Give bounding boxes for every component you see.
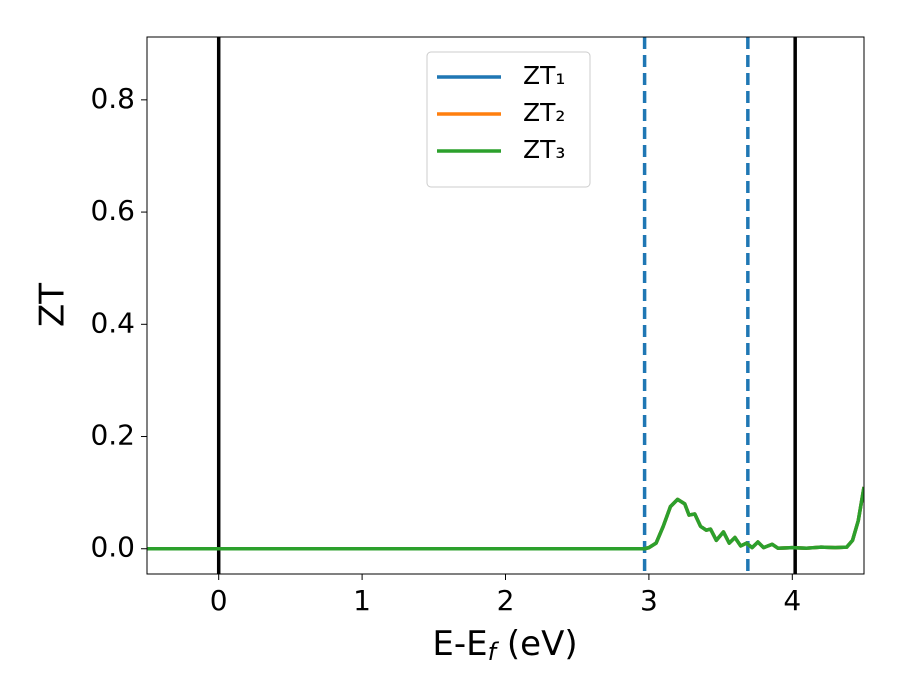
x-tick-label: 2	[497, 584, 515, 617]
legend-label: ZT₂	[523, 98, 565, 127]
series-line	[147, 486, 864, 551]
y-axis-label: ZT	[33, 283, 73, 327]
y-tick-label: 0.6	[90, 194, 135, 227]
legend-label: ZT₃	[523, 135, 565, 164]
y-tick-label: 0.2	[90, 419, 135, 452]
plot	[147, 37, 864, 574]
series-line	[147, 486, 864, 551]
legend-label: ZT₁	[523, 61, 565, 90]
x-tick-label: 4	[783, 584, 801, 617]
y-tick-label: 0.4	[90, 306, 135, 339]
x-tick-label: 3	[640, 584, 658, 617]
x-axis-label: E-Ef (eV)	[432, 624, 577, 667]
legend-box	[426, 51, 591, 188]
plot-frame	[146, 36, 865, 575]
y-tick-label: 0.0	[90, 531, 135, 564]
x-tick-label: 1	[353, 584, 371, 617]
x-tick-label: 0	[210, 584, 228, 617]
y-tick-label: 0.8	[90, 82, 135, 115]
series-line	[147, 486, 864, 551]
